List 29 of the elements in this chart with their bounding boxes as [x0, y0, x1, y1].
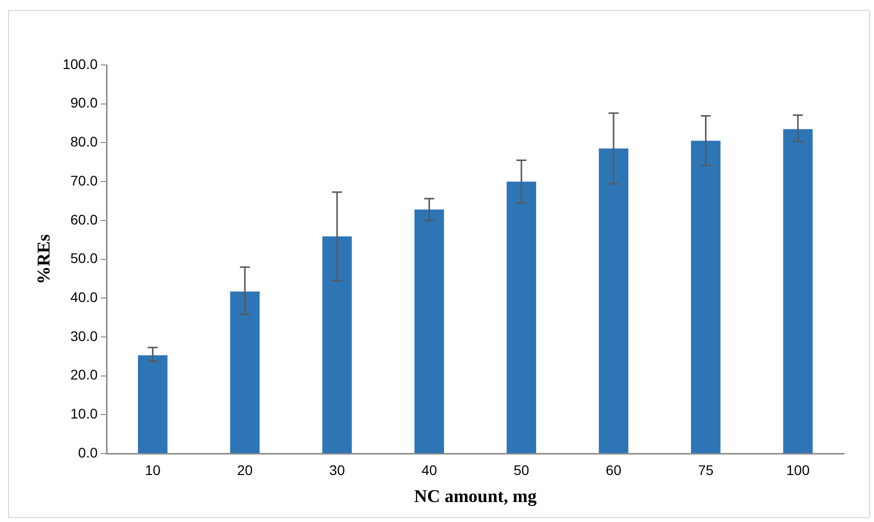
bar	[230, 292, 260, 454]
y-tick-label: 70.0	[70, 172, 98, 188]
bar	[506, 182, 536, 454]
y-tick-label: 40.0	[70, 289, 98, 306]
y-tick-label: 100.0	[62, 56, 98, 72]
y-tick-label: 30.0	[70, 328, 98, 344]
bar	[783, 129, 813, 454]
y-tick-label: 60.0	[70, 211, 98, 228]
x-tick-label: 50	[514, 462, 530, 478]
x-tick-label: 10	[144, 462, 161, 478]
bar	[598, 148, 628, 454]
x-axis-title: NC amount, mg	[414, 486, 537, 506]
x-tick-label: 60	[606, 462, 622, 478]
y-tick-label: 10.0	[70, 406, 98, 422]
y-tick-label: 20.0	[70, 366, 98, 383]
y-axis-title: %REs	[33, 234, 54, 284]
x-tick-label: 40	[421, 462, 438, 478]
y-tick-label: 90.0	[70, 94, 98, 111]
bar	[138, 355, 168, 454]
y-tick-label: 0.0	[78, 444, 98, 460]
bar	[690, 140, 720, 454]
x-tick-label: 100	[786, 462, 810, 478]
y-tick-label: 80.0	[70, 134, 98, 150]
x-tick-label: 75	[698, 462, 714, 478]
x-tick-label: 30	[329, 462, 346, 478]
bar	[414, 210, 444, 454]
x-tick-label: 20	[237, 462, 253, 478]
y-tick-label: 50.0	[70, 250, 98, 266]
bar	[322, 236, 352, 454]
